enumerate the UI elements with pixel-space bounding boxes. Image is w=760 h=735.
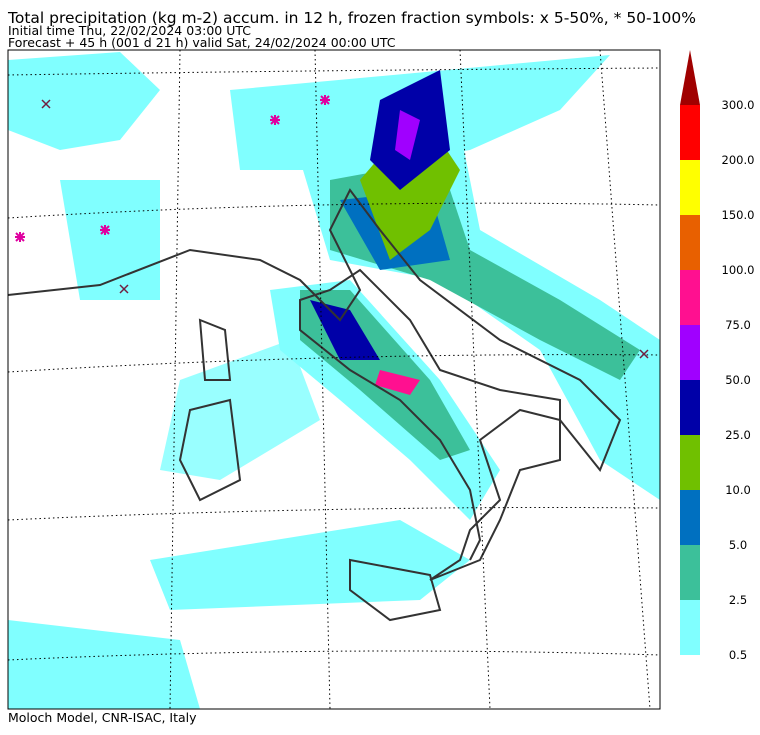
colorbar-segment (680, 600, 700, 655)
colorbar-label: 5.0 (729, 538, 747, 552)
precipitation (8, 52, 660, 709)
colorbar-label: 50.0 (725, 373, 751, 387)
colorbar-label: 75.0 (725, 318, 751, 332)
colorbar-segment (680, 380, 700, 435)
graticule (8, 50, 660, 709)
colorbar-segment (680, 325, 700, 380)
colorbar-segment (680, 545, 700, 600)
colorbar-segment (680, 105, 700, 160)
colorbar-label: 100.0 (722, 263, 755, 277)
colorbar-segment (680, 160, 700, 215)
colorbar-segment (680, 490, 700, 545)
colorbar-extension (680, 50, 700, 105)
colorbar-label: 25.0 (725, 428, 751, 442)
colorbar-label: 10.0 (725, 483, 751, 497)
mixed-symbols (41, 99, 649, 359)
colorbar-label: 200.0 (722, 153, 755, 167)
colorbar-label: 300.0 (722, 98, 755, 112)
initial-time: Initial time Thu, 22/02/2024 03:00 UTC (8, 23, 251, 38)
map (7, 49, 661, 710)
coastlines (8, 188, 622, 622)
colorbar-segment (680, 215, 700, 270)
colorbar-label: 0.5 (729, 648, 747, 662)
colorbar-segment (680, 270, 700, 325)
footer: Moloch Model, CNR-ISAC, Italy (8, 710, 197, 725)
title: Total precipitation (kg m-2) accum. in 1… (7, 9, 696, 27)
forecast: Forecast + 45 h (001 d 21 h) valid Sat, … (8, 35, 396, 50)
colorbar-segment (680, 435, 700, 490)
colorbar-label: 150.0 (722, 208, 755, 222)
snow-symbols (15, 95, 330, 242)
colorbar: 0.5 2.5 5.0 10.0 25.0 50.0 75.0 100.0 150.0 200.0… (680, 50, 754, 662)
colorbar-label: 2.5 (729, 593, 747, 607)
map-frame (7, 49, 661, 710)
